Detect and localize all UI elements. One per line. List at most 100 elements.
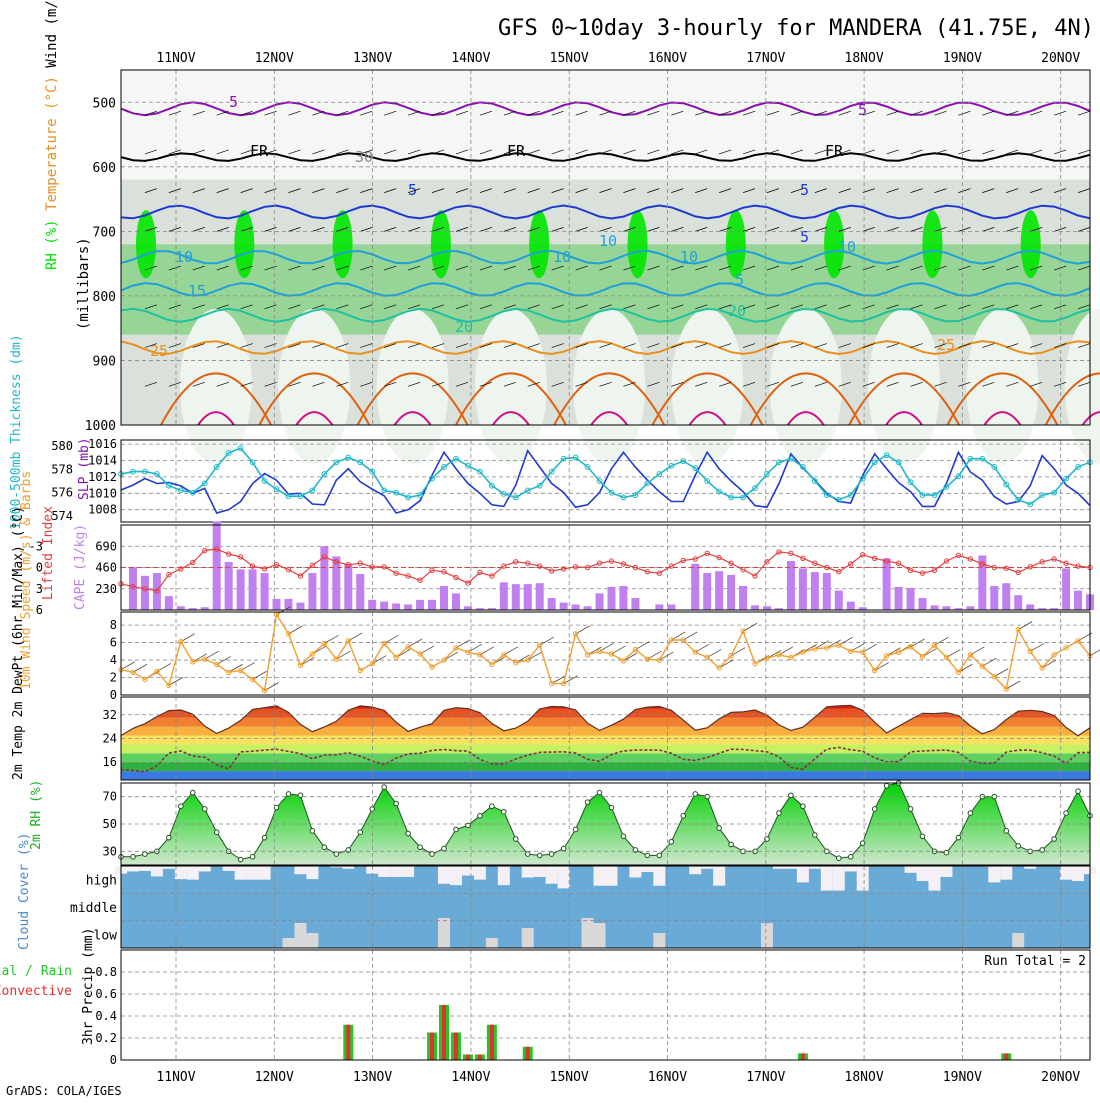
rh-tick-label: 30 xyxy=(103,844,117,858)
rh-tick-label: 70 xyxy=(103,790,117,804)
wind-barb xyxy=(671,110,684,116)
wind-point xyxy=(1015,626,1021,633)
rh-tick-label: 50 xyxy=(103,817,117,831)
thickness-point xyxy=(237,445,244,452)
pressure-tick-label: 600 xyxy=(93,161,116,176)
li-point xyxy=(680,557,686,564)
wind-barb xyxy=(1054,265,1067,271)
contour-label: 10 xyxy=(175,248,193,266)
thickness-point xyxy=(548,468,555,475)
wind-barb xyxy=(934,343,947,348)
wind-barb xyxy=(1077,188,1091,193)
thickness-point xyxy=(417,492,423,498)
wind-barb xyxy=(288,110,301,116)
wind-barb xyxy=(982,343,995,348)
cape-bar xyxy=(475,608,484,610)
wind-barb xyxy=(790,188,804,193)
wind-barb xyxy=(240,110,253,116)
cape-bar xyxy=(834,590,843,610)
li-tick-label: 0 xyxy=(36,561,43,575)
wind-barb xyxy=(144,304,158,310)
cape-bar xyxy=(619,585,628,610)
thickness-point xyxy=(596,478,603,484)
thickness-point xyxy=(201,480,208,487)
wind-barb xyxy=(312,110,325,116)
date-label-top: 15NOV xyxy=(550,51,589,66)
wind-barb xyxy=(695,381,708,387)
cape-bar xyxy=(451,593,460,610)
wind-barb xyxy=(288,265,301,271)
li-point xyxy=(800,555,806,561)
isotherm--5 xyxy=(120,101,1091,117)
rh-green-plume xyxy=(922,210,943,279)
cloud-high-bar xyxy=(234,866,247,880)
rh-point xyxy=(441,845,447,852)
wind-point xyxy=(560,680,567,687)
li-point xyxy=(788,550,794,557)
wind-barb xyxy=(575,265,588,271)
rh-point xyxy=(309,828,316,834)
wind-barb xyxy=(288,343,301,348)
wind-point xyxy=(824,645,830,651)
wind-point xyxy=(166,682,172,689)
wind-barb xyxy=(742,227,756,232)
isotherm-35-arc xyxy=(295,411,334,426)
wind-barb xyxy=(575,343,588,348)
wind-barb xyxy=(599,188,612,193)
rh-point xyxy=(321,844,328,851)
cape-bar xyxy=(416,599,425,610)
wind-barb xyxy=(814,304,827,310)
wind-barb xyxy=(479,149,492,155)
thickness-point xyxy=(979,455,986,462)
li-point xyxy=(525,560,531,566)
wind-barb xyxy=(886,149,899,155)
wind-barb xyxy=(910,381,923,387)
wind-barb xyxy=(312,188,325,193)
thickness-point xyxy=(1039,492,1046,498)
wind-barb xyxy=(551,304,564,310)
rh-point xyxy=(919,833,926,840)
cape-bar xyxy=(404,604,413,610)
rh-point xyxy=(189,789,196,796)
wind-barb xyxy=(168,149,181,155)
wind-barb xyxy=(551,381,564,387)
rh-point xyxy=(548,851,555,857)
precip-convective-bar xyxy=(489,1024,494,1060)
cape-bar xyxy=(894,586,903,610)
wind-barb xyxy=(790,343,804,348)
contour-label: 25 xyxy=(150,342,168,360)
rh-point xyxy=(608,804,615,811)
wind-barb xyxy=(599,227,612,232)
precip-convective-bar xyxy=(800,1053,805,1060)
wind-barb xyxy=(647,110,660,116)
temp-tick-label: 16 xyxy=(103,755,117,769)
thickness-point xyxy=(704,478,711,484)
wind-point xyxy=(1027,648,1033,655)
thickness-point xyxy=(153,471,160,477)
wind-barb xyxy=(1054,343,1067,348)
li-point xyxy=(632,564,639,571)
temp-band xyxy=(121,735,1090,745)
wind-barb xyxy=(288,304,301,310)
wind-barb xyxy=(742,381,756,387)
precip-convective-bar xyxy=(525,1046,530,1060)
date-label-top: 11NOV xyxy=(156,51,195,66)
thickness-point xyxy=(823,492,830,498)
wind-barb xyxy=(1054,110,1067,116)
thickness-point xyxy=(931,492,938,498)
thickness-point xyxy=(835,496,842,503)
cape-bar xyxy=(822,573,831,610)
cape-bar xyxy=(942,606,951,610)
wind-barb xyxy=(431,149,445,155)
thickness-point xyxy=(740,494,746,501)
wind-barb xyxy=(814,227,827,232)
rh-green-plume xyxy=(529,210,550,279)
cloud-high-bar xyxy=(928,866,941,891)
wind-barb xyxy=(814,265,827,271)
rh-point xyxy=(1015,843,1022,849)
wind-point xyxy=(728,652,734,659)
wind-barb xyxy=(958,381,971,387)
cloud-high-bar xyxy=(186,866,199,880)
wind-barb xyxy=(479,304,492,310)
wind-barb xyxy=(192,304,205,310)
